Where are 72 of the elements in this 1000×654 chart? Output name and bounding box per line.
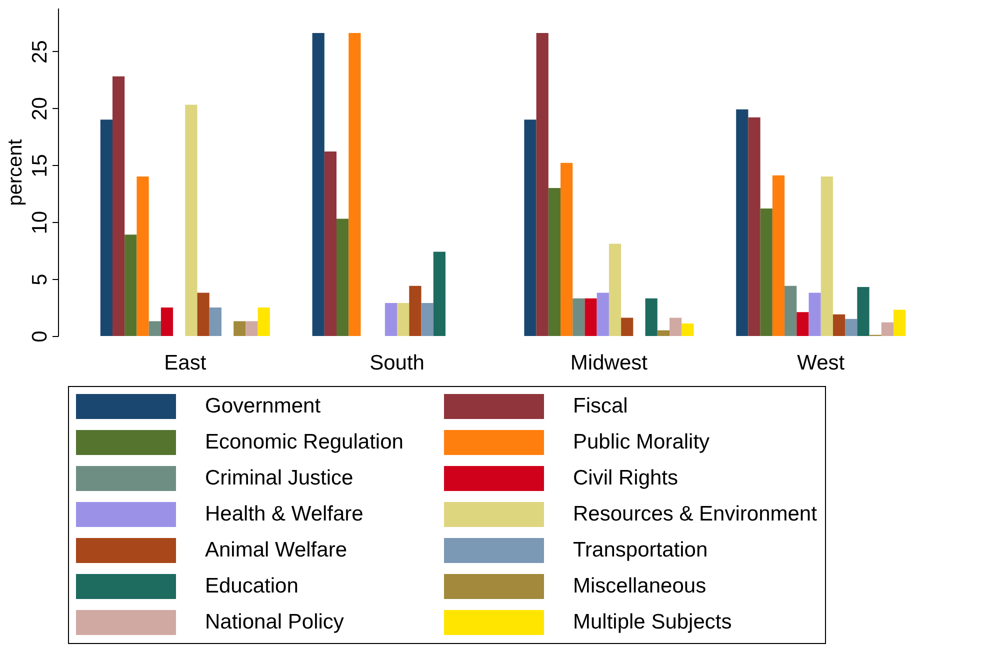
x-tick-label: Midwest (570, 352, 648, 374)
bar (397, 302, 410, 336)
bar (324, 152, 337, 336)
bar (536, 33, 548, 336)
bar (682, 323, 694, 336)
bar (433, 252, 446, 336)
bar (124, 234, 137, 336)
bar (645, 298, 658, 336)
bar (736, 109, 748, 336)
bar (657, 330, 670, 336)
bar (136, 176, 149, 336)
bar (894, 310, 906, 336)
x-tick-label: South (370, 352, 424, 374)
bar (784, 286, 797, 336)
bar (560, 162, 573, 336)
bar (312, 33, 324, 336)
bar (608, 244, 622, 336)
y-tick-label: 10 (28, 210, 52, 234)
bar (348, 33, 361, 336)
y-tick-label: 15 (28, 154, 52, 178)
bar (748, 117, 760, 336)
bar (621, 318, 634, 336)
bar (832, 314, 846, 336)
legend-label: Government (205, 394, 321, 418)
bar (258, 308, 270, 336)
legend-label: Civil Rights (573, 466, 678, 490)
bar (881, 322, 894, 336)
bar (524, 120, 536, 336)
bar (584, 298, 597, 336)
bar (572, 298, 585, 336)
bar (669, 318, 682, 336)
y-tick-label: 20 (28, 97, 52, 120)
bar (808, 292, 821, 336)
bar (148, 321, 161, 336)
bar (772, 175, 785, 336)
legend-label: Public Morality (573, 430, 710, 454)
bar (760, 208, 772, 336)
legend-label: Resources & Environment (573, 502, 818, 526)
y-tick-label: 5 (28, 274, 52, 286)
bar (596, 292, 609, 336)
bar (548, 188, 561, 336)
bar (100, 120, 112, 336)
legend-label: Education (205, 574, 298, 598)
bar (209, 308, 222, 336)
bar (421, 302, 434, 336)
bar (234, 321, 246, 336)
bar (796, 312, 809, 336)
bar (384, 302, 398, 336)
bar (112, 76, 125, 336)
legend-label: Economic Regulation (205, 430, 404, 454)
bar (845, 318, 858, 336)
legend-label: Animal Welfare (205, 538, 347, 562)
legend-label: National Policy (205, 610, 344, 634)
x-tick-label: East (164, 352, 206, 374)
bar (857, 287, 870, 336)
bar (197, 292, 210, 336)
bar (409, 286, 422, 336)
y-axis-title: percent (4, 138, 26, 206)
bar (820, 176, 833, 336)
bar (185, 104, 198, 336)
legend-label: Miscellaneous (573, 574, 706, 598)
y-tick-label: 25 (28, 40, 52, 64)
legend-label: Transportation (573, 538, 708, 562)
x-tick-label: West (797, 352, 845, 374)
bar (160, 308, 174, 336)
legend-label: Health & Welfare (205, 502, 364, 526)
bar (336, 218, 349, 336)
bar (246, 321, 258, 336)
legend-label: Criminal Justice (205, 466, 354, 490)
y-tick-label: 0 (28, 330, 52, 342)
legend-label: Multiple Subjects (573, 610, 732, 634)
legend-label: Fiscal (573, 394, 628, 418)
